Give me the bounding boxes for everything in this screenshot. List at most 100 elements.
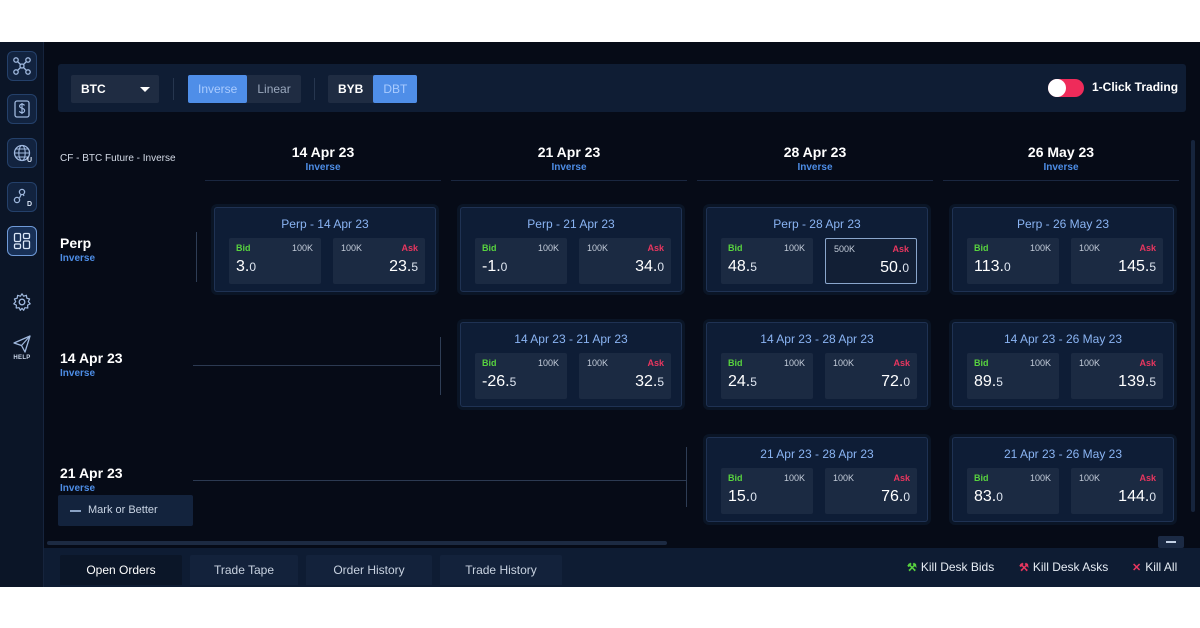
row-header: Perp Inverse [60,235,190,264]
bid-size: 100K [1029,473,1051,483]
bid-label: Bid [974,243,989,253]
bid-label: Bid [482,358,497,368]
toolbar: BTC Inverse Linear BYB DBT 1-Click Tradi… [58,64,1186,112]
ask-label: Ask [401,243,418,253]
spread-card[interactable]: 14 Apr 23 - 28 Apr 23 Bid 100K 24.5 Ask … [706,322,928,407]
column-header: 14 Apr 23 Inverse [205,144,441,173]
card-title: Perp - 26 May 23 [1016,217,1110,231]
card-title: 14 Apr 23 - 28 Apr 23 [760,332,874,346]
spread-card[interactable]: Perp - 28 Apr 23 Bid 100K 48.5 Ask 500K … [706,207,928,292]
column-date: 21 Apr 23 [537,144,601,160]
bid-quote[interactable]: Bid 100K 15.0 [721,468,813,514]
ask-price: 32.5 [635,373,664,390]
ask-quote[interactable]: Ask 100K 76.0 [825,468,917,514]
help-label[interactable]: HELP [13,355,31,361]
ask-quote[interactable]: Ask 100K 32.5 [579,353,671,399]
spread-card[interactable]: 21 Apr 23 - 28 Apr 23 Bid 100K 15.0 Ask … [706,437,928,522]
kill-desk-asks-button[interactable]: ⚒ Kill Desk Asks [1019,560,1108,574]
dollar-box-icon[interactable] [7,94,37,124]
bid-quote[interactable]: Bid 100K 113.0 [967,238,1059,284]
layout-icon[interactable] [7,226,37,256]
bid-price: 89.5 [974,373,1003,390]
bid-size: 100K [537,243,559,253]
ask-quote[interactable]: Ask 100K 144.0 [1071,468,1163,514]
row-type: Inverse [60,483,96,494]
ask-price: 72.0 [881,373,910,390]
bid-quote[interactable]: Bid 100K -26.5 [475,353,567,399]
ask-quote[interactable]: Ask 100K 34.0 [579,238,671,284]
bid-size: 100K [1029,243,1051,253]
ask-label: Ask [893,473,910,483]
spread-card[interactable]: 14 Apr 23 - 26 May 23 Bid 100K 89.5 Ask … [952,322,1174,407]
ask-label: Ask [1139,358,1156,368]
gear-icon[interactable] [7,287,37,317]
card-title: Perp - 14 Apr 23 [281,217,369,231]
column-divider [205,180,441,181]
bid-size: 100K [1029,358,1051,368]
tab-open-orders[interactable]: Open Orders [60,555,182,585]
bid-quote[interactable]: Bid 100K 24.5 [721,353,813,399]
contract-type-toggle: Inverse Linear [188,75,301,103]
kill-desk-asks-label: Kill Desk Asks [1032,560,1109,574]
network-icon[interactable] [7,51,37,81]
row-separator [686,447,687,507]
hammer-icon: ⚒ [907,561,917,574]
bid-quote[interactable]: Bid 100K -1.0 [475,238,567,284]
spread-card[interactable]: 14 Apr 23 - 21 Apr 23 Bid 100K -26.5 Ask… [460,322,682,407]
ask-size: 100K [833,473,855,483]
bid-size: 100K [291,243,313,253]
row-label: 14 Apr 23 [60,350,123,366]
column-type: Inverse [797,162,833,173]
card-title: 21 Apr 23 - 26 May 23 [1003,447,1123,461]
tab-trade-tape[interactable]: Trade Tape [190,555,298,585]
ask-price: 23.5 [389,258,418,275]
bid-quote[interactable]: Bid 100K 89.5 [967,353,1059,399]
spread-card[interactable]: Perp - 26 May 23 Bid 100K 113.0 Ask 100K… [952,207,1174,292]
inverse-option[interactable]: Inverse [188,75,248,103]
ask-price: 50.0 [880,259,909,276]
bid-price: 24.5 [728,373,757,390]
ask-quote[interactable]: Ask 100K 23.5 [333,238,425,284]
tab-order-history[interactable]: Order History [306,555,432,585]
ask-quote[interactable]: Ask 100K 139.5 [1071,353,1163,399]
panel-expand-button[interactable] [1158,536,1184,548]
ask-quote[interactable]: Ask 100K 72.0 [825,353,917,399]
row-header: 21 Apr 23 Inverse [60,465,190,494]
one-click-trading-toggle[interactable] [1048,79,1084,97]
bid-quote[interactable]: Bid 100K 3.0 [229,238,321,284]
spread-card[interactable]: Perp - 21 Apr 23 Bid 100K -1.0 Ask 100K … [460,207,682,292]
ask-quote[interactable]: Ask 100K 145.5 [1071,238,1163,284]
linear-option[interactable]: Linear [257,82,291,96]
kill-desk-bids-button[interactable]: ⚒ Kill Desk Bids [907,560,994,574]
kill-all-button[interactable]: ✕ Kill All [1132,560,1177,574]
bid-price: 113.0 [974,258,1011,275]
spread-card[interactable]: Perp - 14 Apr 23 Bid 100K 3.0 Ask 100K 2… [214,207,436,292]
tab-trade-history[interactable]: Trade History [440,555,562,585]
vertical-scrollbar[interactable] [1191,140,1195,512]
byb-option[interactable]: BYB [338,82,364,96]
hammer-icon: ⚒ [1019,561,1029,574]
dbt-option[interactable]: DBT [373,75,418,103]
kill-all-label: Kill All [1145,560,1178,574]
card-title: 14 Apr 23 - 26 May 23 [1003,332,1123,346]
ask-quote-selected[interactable]: Ask 500K 50.0 [825,238,917,284]
bid-price: 48.5 [728,258,757,275]
ask-label: Ask [892,244,909,254]
column-divider [943,180,1179,181]
mark-or-better-button[interactable]: Mark or Better [58,495,193,526]
asset-select[interactable]: BTC [71,75,159,103]
ask-label: Ask [1139,473,1156,483]
shapes-icon[interactable]: D [7,182,37,212]
card-title: 14 Apr 23 - 21 Apr 23 [514,332,628,346]
horizontal-scrollbar[interactable] [47,541,667,545]
bid-quote[interactable]: Bid 100K 83.0 [967,468,1059,514]
row-type: Inverse [60,368,96,379]
globe-icon[interactable]: U [7,138,37,168]
card-title: Perp - 28 Apr 23 [773,217,861,231]
kill-desk-bids-label: Kill Desk Bids [920,560,995,574]
bid-size: 100K [783,243,805,253]
spread-card[interactable]: 21 Apr 23 - 26 May 23 Bid 100K 83.0 Ask … [952,437,1174,522]
bid-quote[interactable]: Bid 100K 48.5 [721,238,813,284]
paper-plane-icon[interactable] [7,329,37,359]
bid-label: Bid [728,473,743,483]
